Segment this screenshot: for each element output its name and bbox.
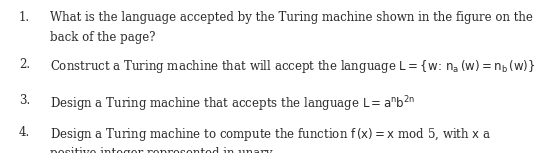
Text: What is the language accepted by the Turing machine shown in the figure on the: What is the language accepted by the Tur… [50,11,532,24]
Text: 2.: 2. [19,58,30,71]
Text: 3.: 3. [19,94,30,107]
Text: Construct a Turing machine that will accept the language $\mathrm{L = \{w\!: \, : Construct a Turing machine that will acc… [50,58,535,75]
Text: 1.: 1. [19,11,30,24]
Text: positive integer represented in unary: positive integer represented in unary [50,147,272,153]
Text: 4.: 4. [19,126,30,139]
Text: Design a Turing machine to compute the function $\mathrm{f\,(x) = x}$ mod 5, wit: Design a Turing machine to compute the f… [50,126,491,143]
Text: back of the page?: back of the page? [50,31,155,44]
Text: Design a Turing machine that accepts the language $\mathrm{L = a^n b^{2n}}$: Design a Turing machine that accepts the… [50,94,415,114]
